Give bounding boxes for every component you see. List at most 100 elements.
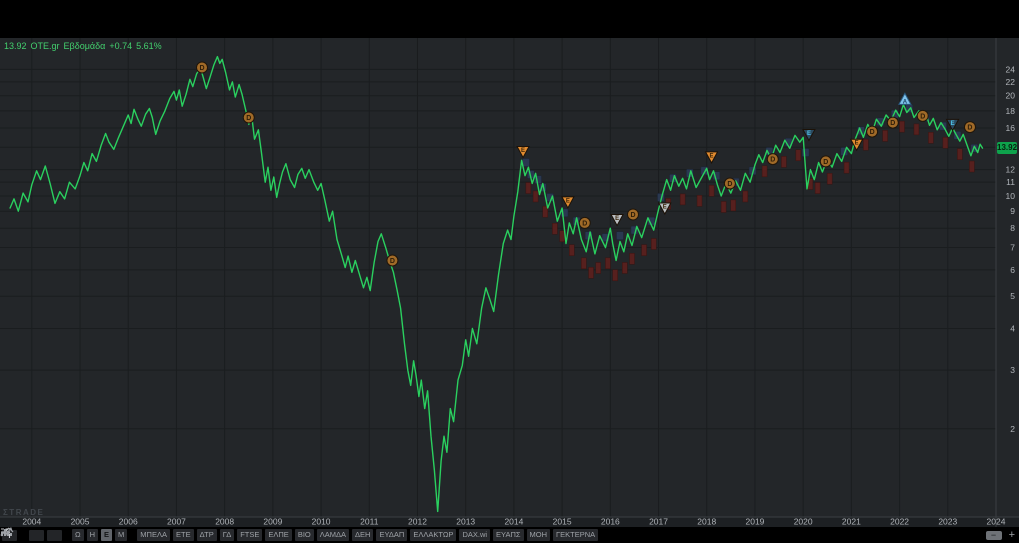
brand-watermark: ΣTRADE	[3, 508, 45, 517]
svg-text:E: E	[710, 153, 714, 159]
ticker-button-ΕΛΠΕ[interactable]: ΕΛΠΕ	[265, 529, 292, 541]
ticker-button-FTSE[interactable]: FTSE	[237, 529, 263, 541]
zoom-out-button[interactable]: −	[985, 529, 1002, 540]
svg-text:D: D	[630, 212, 635, 219]
ticker-button-ΒΙΟ[interactable]: ΒΙΟ	[294, 529, 314, 541]
ticker-button-ΜΠΕΛΑ[interactable]: ΜΠΕΛΑ	[137, 529, 170, 541]
event-marker-dividend[interactable]: D	[242, 111, 255, 124]
svg-text:16: 16	[1006, 123, 1016, 133]
timeframe-button-Ε[interactable]: Ε	[101, 529, 113, 541]
svg-text:D: D	[582, 220, 587, 227]
svg-text:2007: 2007	[167, 517, 186, 527]
ticker-button-ΕΤΕ[interactable]: ΕΤΕ	[172, 529, 194, 541]
svg-text:2008: 2008	[215, 517, 234, 527]
event-marker-dividend[interactable]: D	[766, 153, 779, 166]
indicators-button[interactable]	[1, 528, 62, 541]
event-marker-buy[interactable]: A	[898, 92, 912, 105]
legend-symbol: OTE.gr	[30, 41, 60, 51]
svg-text:2021: 2021	[842, 517, 861, 527]
svg-text:2023: 2023	[938, 517, 957, 527]
svg-text:4: 4	[1010, 324, 1015, 334]
event-marker-dividend[interactable]: D	[916, 109, 929, 122]
ticker-button-ΕΥΔΑΠ[interactable]: ΕΥΔΑΠ	[376, 529, 408, 541]
timeframe-button-Η[interactable]: Η	[86, 529, 99, 541]
svg-text:6: 6	[1010, 265, 1015, 275]
svg-text:D: D	[870, 129, 875, 136]
event-marker-dividend[interactable]: D	[866, 125, 879, 138]
timeframe-button-Ω[interactable]: Ω	[72, 529, 84, 541]
event-marker-sell[interactable]: E	[516, 145, 530, 159]
svg-text:2022: 2022	[890, 517, 909, 527]
event-marker-dividend[interactable]: D	[626, 208, 639, 221]
event-marker-dividend[interactable]: D	[963, 121, 976, 134]
legend-change-pct: 5.61%	[136, 41, 162, 51]
price-line-series	[9, 55, 984, 513]
svg-text:22: 22	[1006, 77, 1016, 87]
event-marker-dividend[interactable]: D	[723, 177, 736, 190]
svg-text:E: E	[855, 141, 859, 147]
svg-text:E: E	[807, 131, 811, 137]
event-marker-dividend[interactable]: D	[386, 254, 399, 267]
svg-text:8: 8	[1010, 223, 1015, 233]
svg-text:2018: 2018	[697, 517, 716, 527]
svg-text:11: 11	[1006, 177, 1015, 187]
svg-text:3: 3	[1010, 365, 1015, 375]
svg-text:2006: 2006	[119, 517, 138, 527]
svg-text:2020: 2020	[794, 517, 813, 527]
svg-text:2014: 2014	[504, 517, 523, 527]
svg-text:D: D	[390, 258, 395, 265]
ticker-button-DAX.wi[interactable]: DAX.wi	[459, 529, 491, 541]
gridlines	[0, 38, 997, 517]
date-axis-labels[interactable]: 2004 2005 2006 2007 2008 2009 2010 2011 2012 2013…	[22, 517, 1005, 527]
svg-text:18: 18	[1006, 106, 1016, 116]
event-marker-sell-teal[interactable]: E	[945, 118, 960, 132]
toolbar-right-group: − +	[0, 527, 1015, 541]
ticker-button-ΔΤΡ[interactable]: ΔΤΡ	[196, 529, 217, 541]
svg-text:9: 9	[1010, 206, 1015, 216]
svg-text:E: E	[663, 205, 667, 211]
svg-text:D: D	[770, 157, 775, 164]
event-marker-sell-gray[interactable]: E	[657, 202, 672, 216]
svg-text:2013: 2013	[456, 517, 475, 527]
event-marker-sell-gray[interactable]: E	[610, 213, 624, 227]
event-marker-sell[interactable]: E	[849, 138, 864, 152]
legend-timeframe: Εβδομάδα	[63, 41, 106, 51]
plus-icon: +	[1008, 528, 1015, 541]
svg-text:E: E	[566, 198, 570, 204]
ticker-button-ΔΕΗ[interactable]: ΔΕΗ	[352, 529, 374, 541]
timeframe-button-Μ[interactable]: Μ	[115, 529, 128, 541]
event-marker-dividend[interactable]: D	[578, 216, 591, 229]
svg-text:2011: 2011	[360, 517, 379, 527]
draw-line-button[interactable]	[0, 527, 44, 541]
ticker-button-ΕΛΛΑΚΤΩΡ[interactable]: ΕΛΛΑΚΤΩΡ	[410, 529, 457, 541]
svg-text:10: 10	[1006, 191, 1016, 201]
ticker-button-ΓΔ[interactable]: ΓΔ	[219, 529, 235, 541]
chart-background	[0, 38, 1019, 517]
event-marker-dividend[interactable]: D	[819, 155, 832, 168]
ticker-button-ΓΕΚΤΕΡΝΑ[interactable]: ΓΕΚΤΕΡΝΑ	[553, 529, 599, 541]
event-marker-sell[interactable]: E	[561, 196, 575, 209]
svg-text:E: E	[521, 148, 525, 154]
ticker-button-ΜΟΗ[interactable]: ΜΟΗ	[526, 529, 551, 541]
svg-text:D: D	[246, 115, 251, 122]
svg-text:D: D	[823, 159, 828, 166]
ticker-button-ΛΑΜΔΑ[interactable]: ΛΑΜΔΑ	[316, 529, 350, 541]
down-bar-markers	[525, 120, 975, 282]
event-marker-sell[interactable]: E	[704, 151, 719, 164]
svg-text:D: D	[199, 65, 204, 72]
zoom-in-button[interactable]: +	[1008, 528, 1015, 541]
event-marker-sell-teal[interactable]: E	[802, 128, 816, 142]
svg-text:2012: 2012	[408, 517, 427, 527]
svg-text:2019: 2019	[745, 517, 764, 527]
minus-icon: −	[990, 529, 997, 540]
event-marker-dividend[interactable]: D	[195, 61, 208, 74]
event-markers: D D D E E D E D E E D D E D E D D A D E D	[195, 61, 976, 267]
date-axis-row[interactable]	[0, 517, 1019, 527]
ticker-button-ΕΥΑΠΣ[interactable]: ΕΥΑΠΣ	[493, 529, 524, 541]
event-marker-dividend[interactable]: D	[886, 116, 899, 129]
svg-text:2009: 2009	[263, 517, 282, 527]
volume-bars-icon	[1, 529, 12, 536]
